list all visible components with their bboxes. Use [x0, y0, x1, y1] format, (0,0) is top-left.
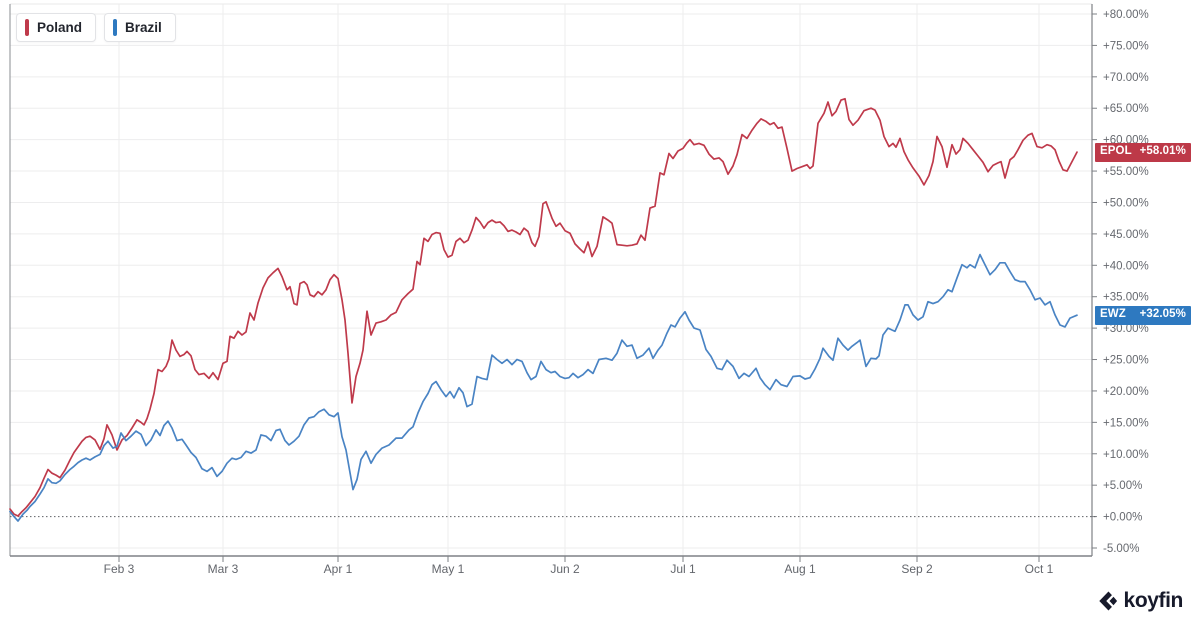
y-axis-label: -5.00% — [1103, 543, 1139, 555]
x-axis-label: Feb 3 — [104, 562, 135, 576]
y-axis-label: +55.00% — [1103, 166, 1149, 178]
x-axis-label: Oct 1 — [1025, 562, 1054, 576]
legend-label: Brazil — [125, 19, 162, 35]
y-axis-label: +50.00% — [1103, 197, 1149, 209]
chart-legend: Poland Brazil — [16, 13, 176, 42]
y-axis-label: +35.00% — [1103, 292, 1149, 304]
y-axis-label: +15.00% — [1103, 417, 1149, 429]
badge-value: +58.01% — [1139, 145, 1186, 158]
series-line-poland — [9, 97, 1078, 517]
x-axis-label: Apr 1 — [324, 562, 353, 576]
series-line-brazil — [9, 253, 1078, 522]
koyfin-logo-icon — [1098, 591, 1117, 611]
badge-ticker: EPOL — [1100, 145, 1132, 158]
koyfin-logo[interactable]: koyfin — [1096, 589, 1183, 613]
chart-plot-area[interactable] — [10, 4, 1092, 556]
y-axis-label: +5.00% — [1103, 480, 1142, 492]
legend-label: Poland — [37, 19, 83, 35]
x-axis-label: Jul 1 — [670, 562, 696, 576]
price-badge-ewz: EWZ +32.05% — [1095, 305, 1191, 325]
x-axis-label: Aug 1 — [784, 562, 816, 576]
y-axis-label: +80.00% — [1103, 9, 1149, 21]
y-axis-label: +0.00% — [1103, 512, 1142, 524]
x-axis-label: May 1 — [432, 562, 465, 576]
y-axis-label: +70.00% — [1103, 72, 1149, 84]
y-axis-label: +75.00% — [1103, 40, 1149, 52]
legend-item-poland[interactable]: Poland — [16, 13, 97, 42]
y-axis-label: +10.00% — [1103, 449, 1149, 461]
y-axis-label: +30.00% — [1103, 323, 1149, 335]
x-axis-label: Jun 2 — [550, 562, 580, 576]
x-axis-label: Mar 3 — [208, 562, 239, 576]
y-axis-label: +45.00% — [1103, 229, 1149, 241]
koyfin-logo-text: koyfin — [1123, 589, 1184, 612]
badge-ticker: EWZ — [1100, 308, 1126, 321]
price-badge-epol: EPOL +58.01% — [1095, 142, 1191, 162]
y-axis-label: +20.00% — [1103, 386, 1149, 398]
legend-item-brazil[interactable]: Brazil — [104, 13, 176, 42]
y-axis-label: +65.00% — [1103, 103, 1149, 115]
badge-value: +32.05% — [1139, 308, 1186, 321]
y-axis-label: +25.00% — [1103, 355, 1149, 367]
legend-color-swatch — [113, 19, 118, 36]
legend-color-swatch — [25, 19, 29, 36]
y-axis-label: +40.00% — [1103, 260, 1149, 272]
x-axis-label: Sep 2 — [901, 562, 933, 576]
